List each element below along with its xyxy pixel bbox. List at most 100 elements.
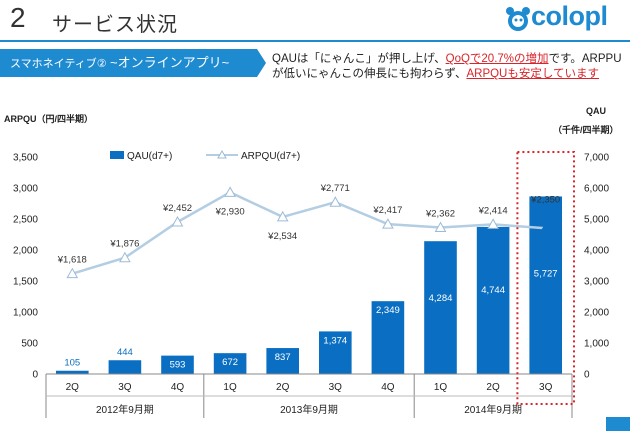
line-value-label: ¥2,414 <box>478 205 508 216</box>
highlight-rect <box>516 151 576 405</box>
x-tick-label: 1Q <box>223 382 237 393</box>
left-tick-label: 3,000 <box>13 184 38 195</box>
page-title: サービス状況 <box>52 14 178 36</box>
line-series <box>66 186 552 279</box>
left-tick-label: 2,000 <box>13 246 38 257</box>
headline-part-2: です。ARPPUが低いにゃんこの伸長にも拘わらず、 <box>272 53 622 80</box>
line-marker <box>382 218 394 229</box>
page-number: 2 <box>10 2 26 33</box>
bar-value-label: 837 <box>275 352 291 363</box>
chart-legend: QAU(d7+) ARPQU(d7+) <box>110 149 300 162</box>
bar-value-label: 4,284 <box>429 293 453 304</box>
line-value-label: ¥1,618 <box>57 255 87 266</box>
right-tick-label: 6,000 <box>584 184 609 195</box>
line-marker <box>66 267 79 279</box>
legend-bar-label: QAU(d7+) <box>127 151 172 162</box>
legend-bar-swatch <box>110 151 124 159</box>
line-marker <box>434 221 447 233</box>
line-marker <box>539 222 552 233</box>
x-tick-label: 3Q <box>539 382 553 393</box>
x-tick-label: 3Q <box>329 382 343 393</box>
title-divider <box>0 40 630 42</box>
x-tick-label: 2Q <box>486 382 500 393</box>
left-tick-label: 2,500 <box>13 215 38 226</box>
bar <box>424 241 457 374</box>
bar <box>55 370 89 374</box>
highlight-box <box>516 151 576 405</box>
bar-value-label: 5,727 <box>534 268 558 279</box>
line-marker <box>119 251 131 263</box>
line-value-label: ¥2,350 <box>530 194 560 205</box>
colopl-logo <box>506 7 530 31</box>
headline-highlight-1: QoQで20.7%の増加 <box>445 53 549 65</box>
section-label-sub: スマホネイティブ② <box>10 58 107 70</box>
line-value-label: ¥2,417 <box>372 205 402 216</box>
bar-value-label: 4,744 <box>481 285 505 296</box>
headline-highlight-2: ARPQUも安定しています <box>466 68 600 80</box>
section-label-main: ~オンラインアプリ~ <box>110 55 230 70</box>
bar-value-labels: 105 444 593 672 837 1,374 2,349 4,284 4,744 5,727 <box>64 268 557 370</box>
bar <box>108 360 142 374</box>
x-tick-label: 1Q <box>434 382 448 393</box>
left-tick-label: 0 <box>32 370 38 381</box>
line-marker <box>487 218 499 229</box>
right-tick-label: 5,000 <box>584 215 609 226</box>
right-tick-label: 4,000 <box>584 246 609 257</box>
line-value-label: ¥2,362 <box>425 209 455 220</box>
bar <box>318 331 352 374</box>
line-marker <box>224 186 236 197</box>
line-value-label: ¥2,534 <box>267 231 297 242</box>
x-tick-label: 2Q <box>276 382 290 393</box>
bar-value-label: 444 <box>117 347 133 358</box>
left-axis-title: ARPQU（円/四半期） <box>4 113 93 124</box>
line-value-label: ¥2,930 <box>215 206 245 217</box>
line-value-label: ¥1,876 <box>109 239 139 250</box>
section-label-arrow <box>257 49 266 77</box>
legend-line-label: ARPQU(d7+) <box>241 151 300 162</box>
legend-line-marker <box>217 149 227 159</box>
line-marker <box>276 210 289 222</box>
left-tick-label: 1,000 <box>13 308 38 319</box>
arpqu-line <box>71 190 546 275</box>
section-label: スマホネイティブ② ~オンラインアプリ~ <box>0 49 257 77</box>
corner-tab <box>606 417 630 431</box>
left-tick-label: 3,500 <box>13 153 38 164</box>
group-label: 2013年9月期 <box>280 403 338 416</box>
right-tick-label: 3,000 <box>584 277 609 288</box>
x-tick-label: 3Q <box>118 382 132 393</box>
right-tick-label: 0 <box>584 370 590 381</box>
line-value-labels: ¥1,618 ¥1,876 ¥2,452 ¥2,930 ¥2,534 ¥2,771 ¥2,4… <box>57 183 560 265</box>
bar-value-label: 2,349 <box>376 305 400 316</box>
right-axis-ticks: 7,000 6,000 5,000 4,000 3,000 2,000 1,000 0 <box>584 153 609 381</box>
right-tick-label: 2,000 <box>584 308 609 319</box>
x-axis: 2Q 3Q 4Q 1Q 2Q 3Q 4Q 1Q 2Q 3Q 2012年9月期 2013年9月期 2014… <box>45 373 573 418</box>
left-tick-label: 500 <box>21 339 38 350</box>
x-tick-label: 4Q <box>381 382 395 393</box>
line-marker <box>329 196 342 207</box>
headline-text: QAUは「にゃんこ」が押し上げ、QoQで20.7%の増加です。ARPPUが低いに… <box>272 52 622 82</box>
headline-part-1: QAUは「にゃんこ」が押し上げ、 <box>272 53 446 65</box>
bar <box>161 355 194 374</box>
bar-value-label: 1,374 <box>323 335 347 346</box>
line-value-label: ¥2,771 <box>320 183 350 194</box>
right-tick-label: 7,000 <box>584 153 609 164</box>
group-label: 2014年9月期 <box>464 403 522 416</box>
bar <box>213 353 247 374</box>
line-marker <box>171 215 184 227</box>
left-axis-ticks: 3,500 3,000 2,500 2,000 1,500 1,000 500 0 <box>13 153 38 381</box>
bar-value-label: 672 <box>222 357 238 368</box>
bar-value-label: 105 <box>64 358 80 369</box>
right-axis-unit: （千件/四半期） <box>553 124 619 135</box>
right-tick-label: 1,000 <box>584 339 609 350</box>
right-axis-title: QAU <box>586 106 606 116</box>
logo-text: colopl <box>531 1 608 31</box>
x-tick-label: 4Q <box>171 382 185 393</box>
line-value-label: ¥2,452 <box>162 203 192 214</box>
bar <box>266 348 300 374</box>
left-tick-label: 1,500 <box>13 277 38 288</box>
bar <box>371 301 405 374</box>
x-tick-label: 2Q <box>66 382 80 393</box>
bar-value-label: 593 <box>170 360 186 371</box>
bar <box>476 226 510 374</box>
